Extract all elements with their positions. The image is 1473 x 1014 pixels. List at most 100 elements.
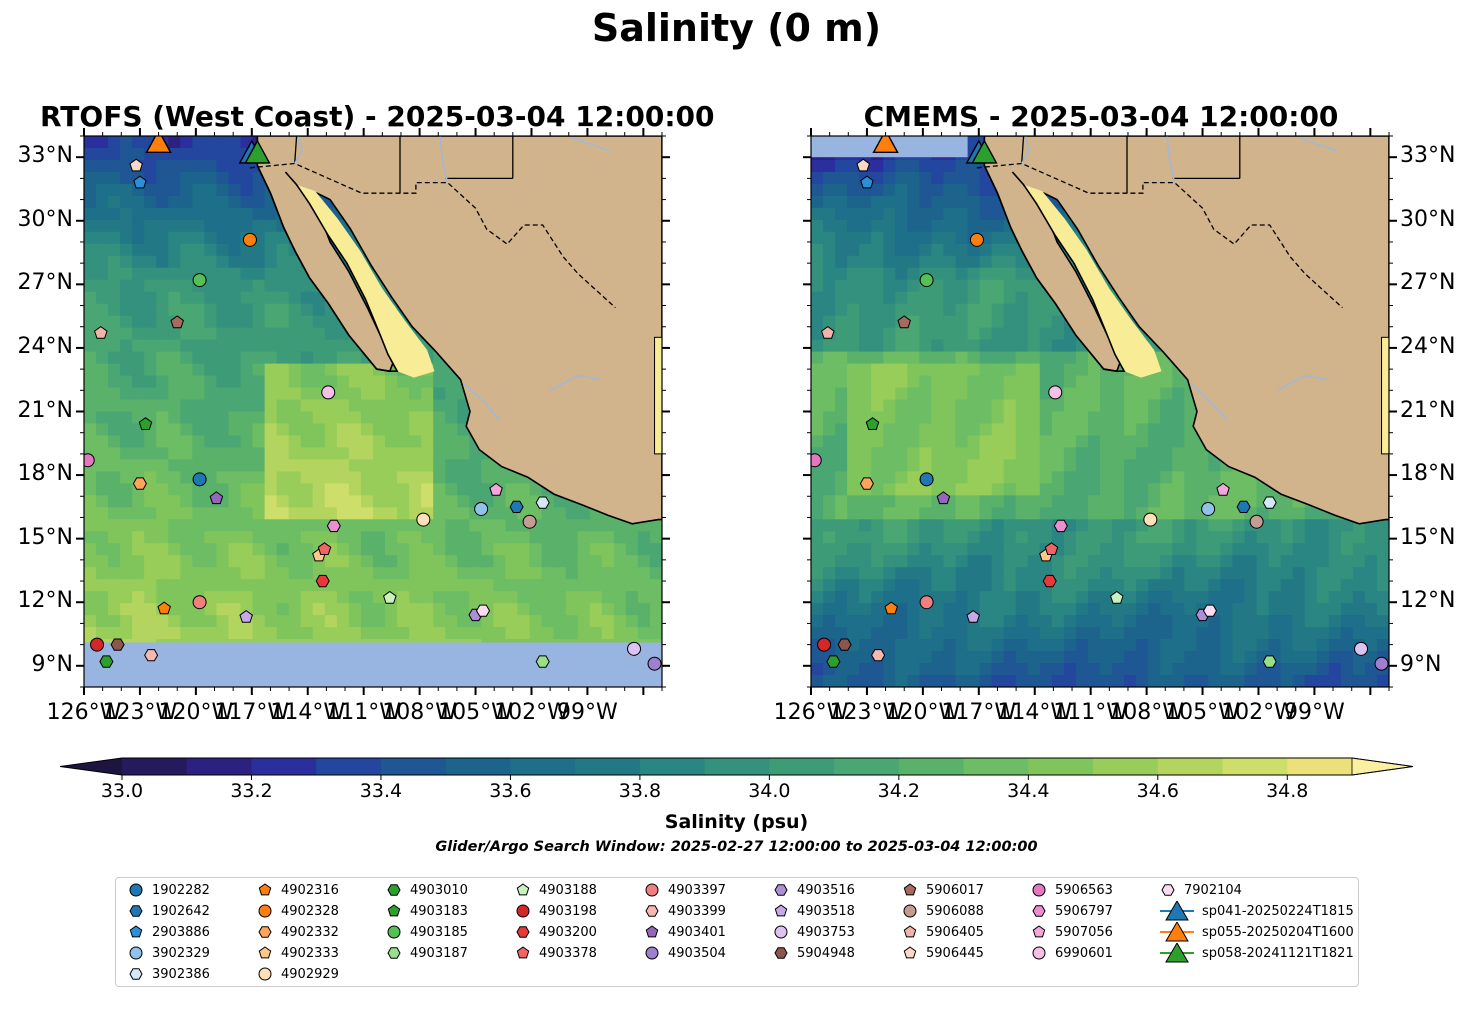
glider-sp058-20241121T1821 bbox=[971, 139, 998, 164]
marker-3902329 bbox=[474, 501, 489, 516]
legend-symbol bbox=[258, 967, 272, 981]
colorbar-segment bbox=[769, 758, 835, 775]
colorbar-tick-label: 33.0 bbox=[100, 780, 144, 802]
marker-4903200 bbox=[315, 574, 330, 588]
marker-4903187 bbox=[1262, 655, 1277, 668]
marker-7902104 bbox=[475, 604, 491, 617]
legend-label: 5906017 bbox=[926, 882, 984, 898]
legend-symbol bbox=[516, 883, 530, 896]
legend-symbol bbox=[516, 946, 530, 959]
legend-item-4903378: 4903378 bbox=[515, 943, 597, 963]
legend-label: 4903518 bbox=[797, 903, 855, 919]
legend-item-3902386: 3902386 bbox=[128, 964, 210, 984]
marker-4903399 bbox=[144, 649, 159, 662]
legend-label: 5906797 bbox=[1055, 903, 1113, 919]
legend-item-5907056: 5907056 bbox=[1031, 922, 1113, 942]
colorbar-segment bbox=[1287, 758, 1353, 775]
lat-tick-label: 18°N bbox=[1400, 461, 1456, 487]
colorbar-segment bbox=[1157, 758, 1224, 775]
masked-region bbox=[84, 642, 662, 687]
marker-3902329 bbox=[1201, 501, 1216, 516]
lat-tick-label: 21°N bbox=[17, 397, 73, 423]
legend-symbol bbox=[1160, 901, 1194, 921]
marker-5904948 bbox=[837, 638, 852, 651]
marker-5906563 bbox=[84, 453, 95, 468]
colorbar-segment bbox=[963, 758, 1029, 775]
legend-symbol bbox=[129, 925, 143, 938]
legend-item-4903183: 4903183 bbox=[386, 901, 468, 921]
lon-tick-label: 114°W bbox=[997, 700, 1073, 725]
legend-item-1902282: 1902282 bbox=[128, 880, 210, 900]
marker-5906797 bbox=[326, 519, 341, 533]
lon-tick-label: 117°W bbox=[214, 700, 290, 725]
lat-tick-label: 12°N bbox=[1400, 588, 1456, 614]
river-line bbox=[294, 136, 303, 164]
colorbar-segment bbox=[1222, 758, 1288, 775]
legend-symbol bbox=[516, 904, 530, 918]
colorbar-segment bbox=[704, 758, 770, 775]
legend-label: 4902332 bbox=[281, 924, 339, 940]
legend-item-4903504: 4903504 bbox=[644, 943, 726, 963]
river-line bbox=[463, 383, 501, 421]
marker-6990601 bbox=[321, 385, 336, 400]
marker-4903397 bbox=[192, 595, 207, 610]
marker-6990601 bbox=[1048, 385, 1063, 400]
marker-4903378 bbox=[317, 542, 332, 555]
legend-symbol bbox=[258, 946, 272, 959]
marker-4903504 bbox=[1374, 656, 1389, 671]
border-line bbox=[249, 162, 616, 309]
marker-4903188 bbox=[383, 590, 397, 604]
legend-symbol bbox=[774, 904, 788, 917]
left-map-panel bbox=[76, 128, 670, 695]
legend-symbol bbox=[129, 968, 143, 980]
colorbar-segment bbox=[251, 758, 317, 775]
legend-label: sp041-20250224T1815 bbox=[1202, 903, 1354, 919]
legend-item-7902104: 7902104 bbox=[1160, 880, 1242, 900]
legend-symbol bbox=[1032, 946, 1046, 960]
state-line bbox=[294, 136, 298, 164]
legend-symbol bbox=[774, 925, 788, 939]
legend-label: 4903183 bbox=[410, 903, 468, 919]
legend-symbol bbox=[1032, 883, 1046, 897]
legend-item-5906563: 5906563 bbox=[1031, 880, 1113, 900]
colorbar-tick-label: 34.8 bbox=[1266, 780, 1309, 802]
border-line bbox=[976, 162, 1343, 309]
river-line bbox=[1166, 136, 1176, 183]
legend-symbol bbox=[645, 946, 659, 960]
marker-4902929 bbox=[1143, 512, 1158, 527]
colorbar-tick-label: 34.4 bbox=[1007, 780, 1050, 802]
colorbar-segment bbox=[898, 758, 965, 775]
legend-label: 4902316 bbox=[281, 882, 339, 898]
glider-sp055-20250204T1600 bbox=[872, 136, 899, 154]
legend-label: sp058-20241121T1821 bbox=[1202, 945, 1354, 961]
legend-item-4902929: 4902929 bbox=[257, 964, 339, 984]
marker-3902386 bbox=[1262, 496, 1277, 509]
lon-tick-label: 99°W bbox=[557, 700, 618, 725]
legend-symbol bbox=[1032, 925, 1046, 938]
legend-label: 4902328 bbox=[281, 903, 339, 919]
marker-4903753 bbox=[1354, 641, 1369, 656]
legend-label: 4903378 bbox=[539, 945, 597, 961]
lon-tick-label: 117°W bbox=[941, 700, 1017, 725]
river-line bbox=[1021, 136, 1030, 164]
marker-5906445 bbox=[129, 158, 143, 172]
legend-item-sp041-20250224T1815: sp041-20250224T1815 bbox=[1160, 901, 1354, 921]
colorbar-tick-label: 33.2 bbox=[230, 780, 273, 802]
legend-symbol bbox=[387, 904, 401, 917]
legend-item-3902329: 3902329 bbox=[128, 943, 210, 963]
river-line bbox=[572, 137, 611, 152]
marker-4903397 bbox=[919, 595, 934, 610]
gulf-of-california bbox=[1023, 184, 1162, 378]
marker-1902642 bbox=[1236, 500, 1251, 513]
marker-4903378 bbox=[1044, 542, 1059, 555]
colorbar-tick-label: 33.8 bbox=[618, 780, 662, 802]
legend-symbol bbox=[387, 947, 401, 959]
legend-symbol bbox=[258, 926, 272, 938]
marker-5907056 bbox=[1216, 482, 1230, 496]
legend-item-4903185: 4903185 bbox=[386, 922, 468, 942]
legend-item-4902328: 4902328 bbox=[257, 901, 339, 921]
legend-label: 2903886 bbox=[152, 924, 210, 940]
left-panel-title: RTOFS (West Coast) - 2025-03-04 12:00:00 bbox=[40, 100, 715, 133]
legend-symbol bbox=[645, 883, 659, 897]
lat-tick-label: 33°N bbox=[17, 143, 73, 169]
